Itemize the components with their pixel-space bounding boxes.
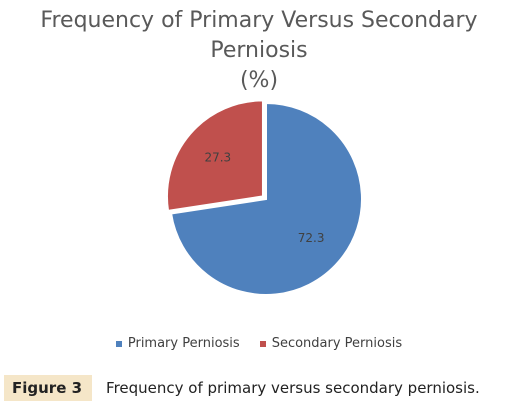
figure-label: Figure 3	[4, 375, 93, 401]
data-label-secondary: 27.3	[204, 151, 231, 165]
figure-caption-text: Frequency of primary versus secondary pe…	[106, 379, 480, 397]
pie-slice-secondary	[165, 99, 264, 213]
pie-data-labels: 72.3 27.3	[204, 151, 324, 245]
pie-chart: 72.3 27.3	[165, 99, 363, 296]
legend-swatch-secondary	[259, 340, 266, 347]
data-label-primary: 72.3	[298, 231, 325, 245]
legend-label-primary: Primary Perniosis	[127, 336, 240, 351]
chart-title: Frequency of Primary Versus Secondary Pe…	[0, 6, 518, 96]
chart-title-line2: (%)	[239, 68, 279, 93]
legend-item-secondary: Secondary Perniosis	[259, 336, 403, 351]
legend-swatch-primary	[115, 340, 122, 347]
legend-label-secondary: Secondary Perniosis	[271, 336, 403, 351]
figure-caption: Figure 3 Frequency of primary versus sec…	[0, 374, 518, 402]
chart-legend: Primary Perniosis Secondary Perniosis	[0, 336, 518, 351]
pie-slices	[165, 99, 363, 296]
legend-item-primary: Primary Perniosis	[115, 336, 240, 351]
pie-slice-primary	[169, 101, 363, 296]
chart-title-line1: Frequency of Primary Versus Secondary Pe…	[40, 8, 478, 63]
